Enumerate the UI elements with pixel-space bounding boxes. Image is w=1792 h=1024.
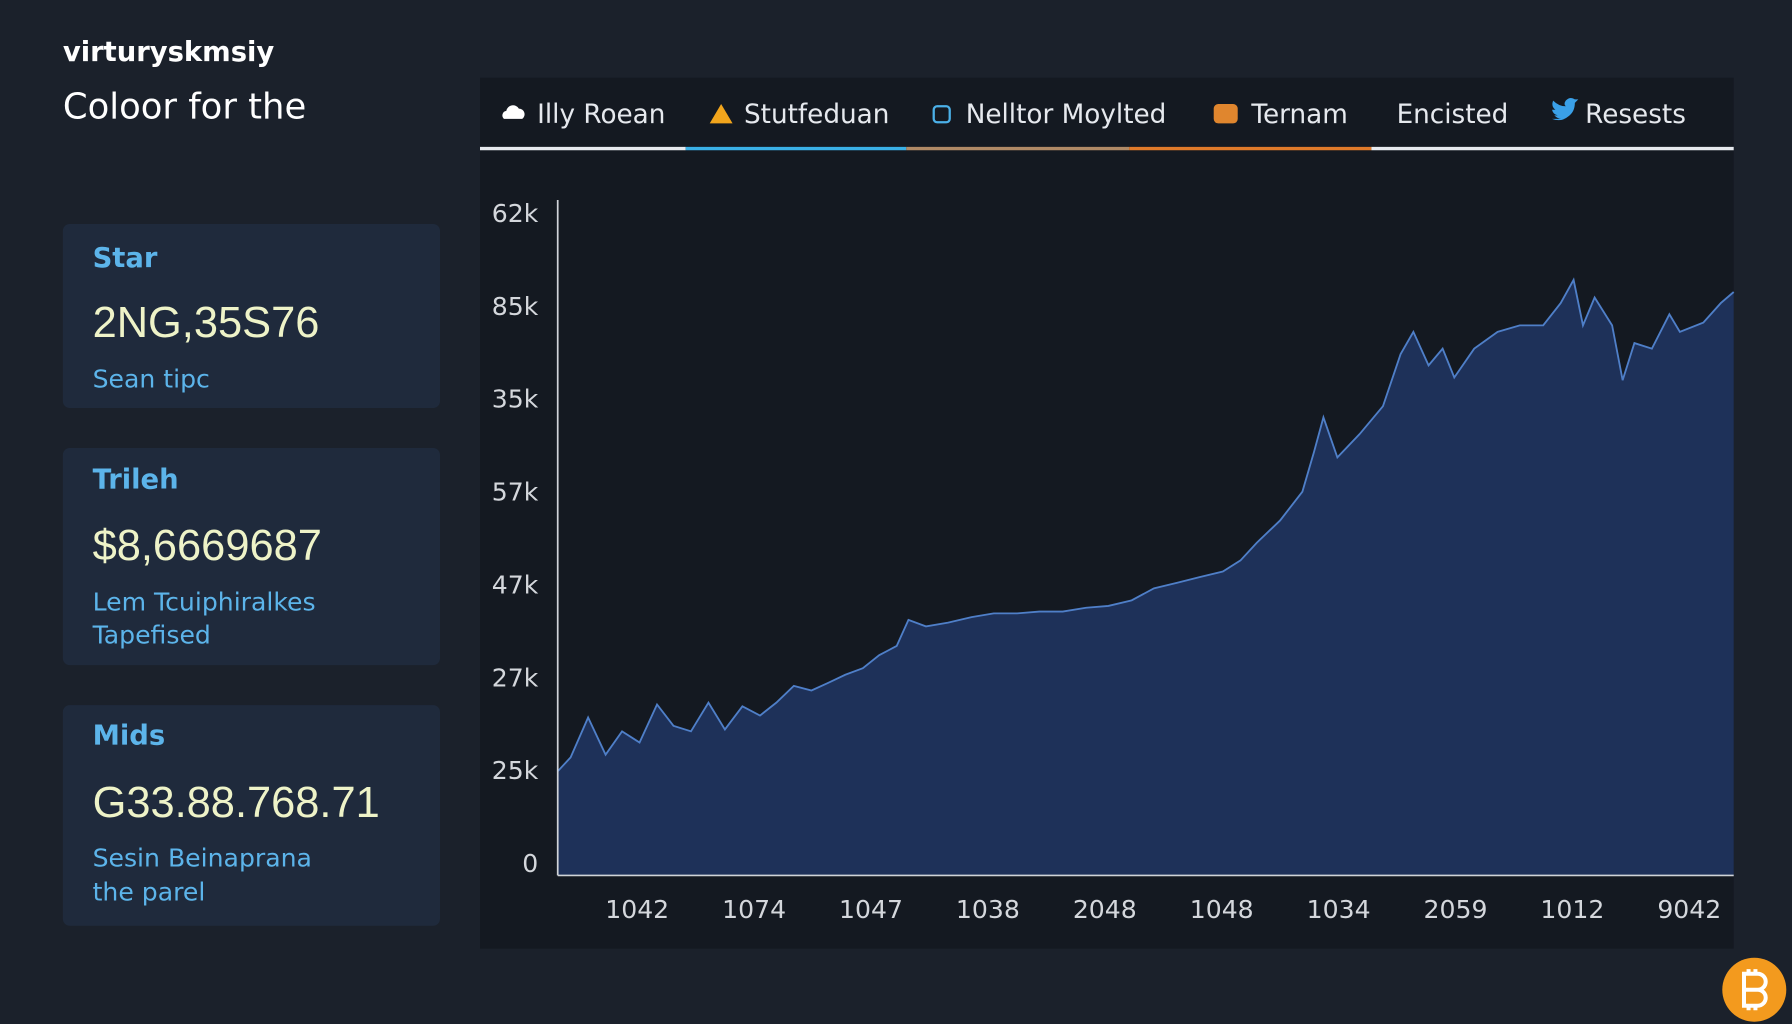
tab-icon xyxy=(1552,97,1579,121)
tab[interactable]: Resests xyxy=(1585,100,1686,130)
card-caption: Sean tipc xyxy=(93,365,210,394)
x-tick-label: 9042 xyxy=(1657,895,1721,924)
card-value: $8,6669687 xyxy=(93,522,322,570)
card xyxy=(62,448,440,666)
x-tick-label: 1047 xyxy=(839,895,903,924)
plot xyxy=(557,277,1735,876)
card-caption: Sesin Beinaprana xyxy=(93,843,312,872)
x-tick-label: 2059 xyxy=(1424,895,1488,924)
y-tick-label: 85k xyxy=(492,292,539,321)
x-tick-label: 1038 xyxy=(956,895,1020,924)
card-value: 2NG,35S76 xyxy=(93,299,320,347)
card-title: Star xyxy=(93,243,158,274)
card-title: Mids xyxy=(93,721,166,752)
brand: virturyskmsiy xyxy=(63,37,275,68)
tab[interactable]: Encisted xyxy=(1397,100,1509,130)
tab[interactable]: Nelltor Moylted xyxy=(966,100,1167,130)
card-value: G33.88.768.71 xyxy=(93,779,380,827)
x-tick-label: 2048 xyxy=(1073,895,1137,924)
x-tick-label: 1034 xyxy=(1307,895,1371,924)
area-fill xyxy=(557,279,1734,876)
x-tick-label: 1012 xyxy=(1540,895,1604,924)
y-tick-label: 62k xyxy=(492,199,539,228)
tab[interactable]: Illy Roean xyxy=(537,100,665,130)
y-tick-label: 47k xyxy=(492,570,539,599)
y-tick-label: 27k xyxy=(492,663,539,692)
card-caption: Tapefised xyxy=(92,621,211,650)
x-tick-label: 1042 xyxy=(605,895,669,924)
y-tick-label: 35k xyxy=(492,385,539,414)
y-tick-label: 57k xyxy=(492,478,539,507)
line xyxy=(557,277,1735,772)
card xyxy=(62,705,440,926)
y-tick-label: 0 xyxy=(522,849,538,878)
bitcoin-glyph xyxy=(1742,969,1768,1011)
card-title: Trileh xyxy=(93,465,179,496)
x-tick-label: 1074 xyxy=(722,895,786,924)
tab-icon xyxy=(932,105,951,124)
card-caption: Lem Tcuiphiralkes xyxy=(93,587,316,616)
tab-icon xyxy=(502,105,525,119)
tab[interactable]: Ternam xyxy=(1250,100,1347,130)
card-caption: the parel xyxy=(93,878,206,907)
card xyxy=(62,224,440,408)
tab-icon xyxy=(1213,104,1238,124)
subtitle: Coloor for the xyxy=(63,87,306,128)
tab[interactable]: Stutfeduan xyxy=(744,100,889,130)
x-tick-label: 1048 xyxy=(1190,895,1254,924)
y-tick-label: 25k xyxy=(492,756,539,785)
tab-icon xyxy=(709,104,733,124)
